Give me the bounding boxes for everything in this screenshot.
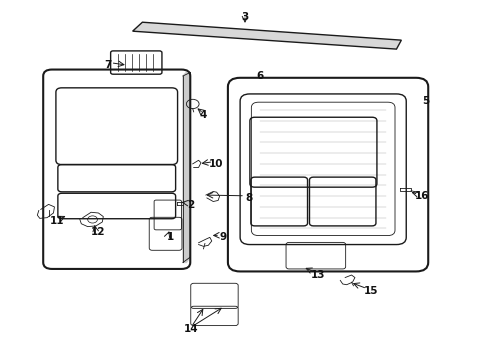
Text: 5: 5 [422, 96, 429, 106]
Text: 7: 7 [104, 60, 112, 70]
Text: 16: 16 [415, 191, 429, 201]
Text: 11: 11 [49, 216, 64, 226]
Text: 13: 13 [311, 270, 325, 280]
Text: 4: 4 [200, 111, 207, 121]
Text: 6: 6 [256, 71, 263, 81]
Text: 1: 1 [167, 232, 174, 242]
Text: 2: 2 [187, 200, 194, 210]
Text: 12: 12 [91, 227, 106, 237]
Text: 10: 10 [208, 159, 223, 169]
Text: 8: 8 [245, 193, 252, 203]
Polygon shape [183, 72, 190, 262]
Text: 15: 15 [364, 286, 378, 296]
Polygon shape [133, 22, 401, 49]
Text: 3: 3 [242, 12, 248, 22]
Text: 9: 9 [220, 232, 226, 242]
Text: 14: 14 [184, 324, 198, 334]
